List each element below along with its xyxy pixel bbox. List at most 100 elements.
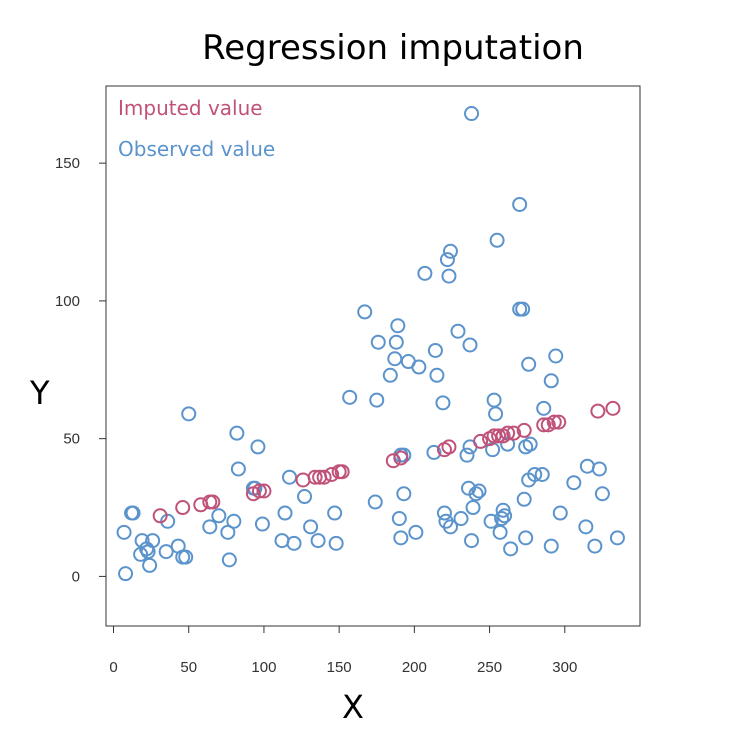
observed-point [369, 392, 385, 408]
observed-point [462, 337, 478, 353]
observed-point [142, 557, 158, 573]
imputed-point [546, 414, 562, 430]
x-tick-label: 0 [109, 659, 117, 676]
observed-point [382, 367, 398, 383]
observed-point [211, 508, 227, 524]
observed-point [388, 334, 404, 350]
observed-point [543, 538, 559, 554]
observed-point [297, 489, 313, 505]
observed-point [500, 436, 516, 452]
observed-point [181, 406, 197, 422]
imputed-point [551, 414, 567, 430]
imputed-point [316, 469, 332, 485]
observed-point [486, 392, 502, 408]
observed-point [387, 351, 403, 367]
imputed-point [486, 428, 502, 444]
imputed-point [516, 422, 532, 438]
imputed-point [334, 464, 350, 480]
imputed-point [605, 400, 621, 416]
x-tick-label: 200 [402, 659, 427, 676]
x-tick-label: 250 [477, 659, 502, 676]
legend: Imputed value Observed value [118, 96, 275, 161]
observed-point [536, 400, 552, 416]
observed-point [396, 486, 412, 502]
imputed-point [256, 483, 272, 499]
observed-point [534, 466, 550, 482]
observed-point [221, 552, 237, 568]
legend-entry: Observed value [118, 137, 275, 161]
observed-point [254, 516, 270, 532]
observed-point [327, 505, 343, 521]
observed-point [459, 447, 475, 463]
observed-point [494, 511, 510, 527]
observed-point [125, 505, 141, 521]
observed-point [521, 356, 537, 372]
x-tick-label: 300 [552, 659, 577, 676]
observed-point [515, 301, 531, 317]
observed-point [429, 367, 445, 383]
observed-point [521, 472, 537, 488]
x-axis-ticks: 0 50 100 150 200 250 300 [109, 626, 577, 676]
observed-point [609, 530, 625, 546]
observed-point [229, 425, 245, 441]
observed-point [274, 533, 290, 549]
imputed-point [590, 403, 606, 419]
observed-point [518, 530, 534, 546]
observed-point [328, 535, 344, 551]
observed-point [587, 538, 603, 554]
observed-point [202, 519, 218, 535]
observed-point [442, 243, 458, 259]
observed-point [342, 389, 358, 405]
observed-point [134, 533, 150, 549]
data-points [116, 106, 625, 582]
observed-point [516, 491, 532, 507]
plot-frame [105, 85, 641, 627]
imputed-point [491, 428, 507, 444]
observed-point [220, 524, 236, 540]
observed-point [471, 483, 487, 499]
observed-point [426, 444, 442, 460]
observed-point [464, 106, 480, 122]
imputed-point [152, 508, 168, 524]
observed-point [465, 500, 481, 516]
imputed-point [385, 453, 401, 469]
observed-point [442, 519, 458, 535]
imputed-point [193, 497, 209, 513]
imputed-point [500, 425, 516, 441]
observed-point [118, 566, 134, 582]
observed-point [439, 252, 455, 268]
imputed-point [175, 500, 191, 516]
observed-point [497, 508, 513, 524]
observed-point [393, 530, 409, 546]
imputed-point [473, 433, 489, 449]
observed-point [282, 469, 298, 485]
imputed-point [205, 494, 221, 510]
observed-point [464, 533, 480, 549]
x-tick-label: 50 [180, 659, 197, 676]
observed-point [512, 301, 528, 317]
observed-point [250, 439, 266, 455]
observed-point [578, 519, 594, 535]
observed-point [441, 268, 457, 284]
observed-point [552, 505, 568, 521]
observed-point [391, 511, 407, 527]
imputed-point [536, 417, 552, 433]
observed-point [594, 486, 610, 502]
observed-point [145, 533, 161, 549]
observed-point [512, 196, 528, 212]
observed-point [158, 544, 174, 560]
observed-point [310, 533, 326, 549]
chart-title: Regression imputation [202, 28, 584, 68]
observed-point [453, 511, 469, 527]
observed-point [370, 334, 386, 350]
imputed-point [307, 469, 323, 485]
observed-point [543, 373, 559, 389]
observed-point [503, 541, 519, 557]
y-tick-label: 50 [63, 431, 80, 448]
imputed-point [441, 439, 457, 455]
observed-point [357, 304, 373, 320]
legend-entry: Imputed value [118, 96, 263, 120]
observed-point [116, 524, 132, 540]
observed-point [566, 475, 582, 491]
